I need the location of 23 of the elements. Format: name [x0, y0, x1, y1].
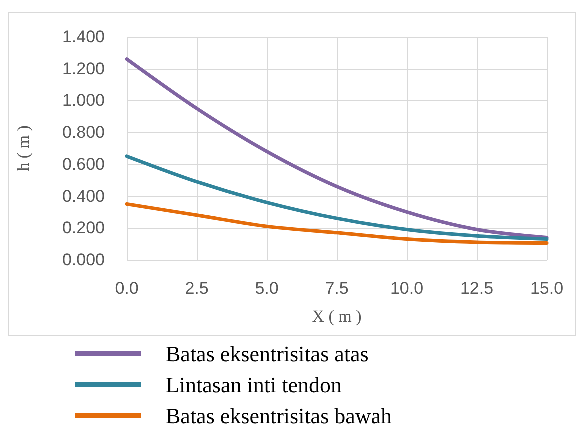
x-tick-label: 15.0	[530, 279, 564, 298]
y-tick-label: 0.800	[62, 123, 105, 142]
y-tick-label: 1.000	[62, 91, 105, 110]
x-tick-label: 2.5	[185, 279, 209, 298]
y-tick-label: 0.200	[62, 218, 105, 238]
y-tick-label: 1.400	[62, 28, 105, 46]
x-axis-title: X ( m )	[312, 307, 362, 326]
y-tick-label: 0.400	[62, 186, 105, 206]
y-axis-title: h ( m )	[14, 126, 33, 172]
line-series	[125, 58, 549, 240]
legend-label: Lintasan inti tendon	[166, 372, 342, 398]
legend-label: Batas eksentrisitas atas	[166, 342, 369, 366]
x-tick-label: 0.0	[115, 279, 139, 298]
x-tick-label: 5.0	[255, 279, 279, 298]
legend-label: Batas eksentrisitas bawah	[166, 404, 392, 428]
line-series	[125, 154, 549, 242]
x-tick-label: 12.5	[460, 279, 494, 298]
y-tick-label: 0.600	[62, 154, 105, 174]
line-series	[125, 202, 549, 246]
x-tick-label: 10.0	[390, 279, 424, 298]
x-tick-label: 7.5	[325, 279, 349, 298]
y-tick-label: 0.000	[62, 250, 105, 270]
y-tick-label: 1.200	[62, 59, 105, 78]
